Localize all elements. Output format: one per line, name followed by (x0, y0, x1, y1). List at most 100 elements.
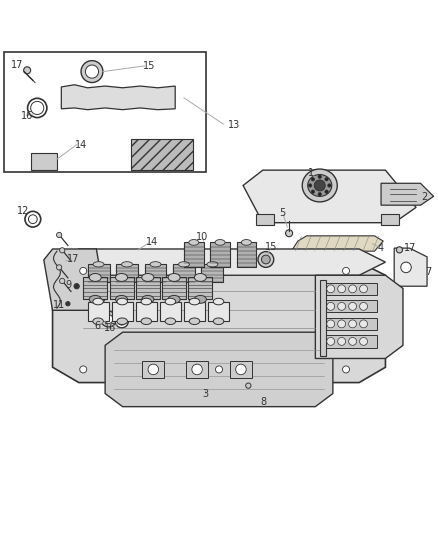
Circle shape (261, 255, 270, 264)
Circle shape (343, 268, 350, 274)
Circle shape (93, 94, 100, 101)
Circle shape (338, 320, 346, 328)
Bar (88, 302, 109, 321)
Circle shape (338, 285, 346, 293)
Circle shape (360, 337, 367, 345)
Circle shape (236, 364, 246, 375)
Bar (320, 280, 326, 356)
Polygon shape (105, 332, 333, 407)
Text: 2: 2 (421, 192, 427, 203)
Bar (237, 243, 256, 266)
Bar (160, 302, 181, 321)
Ellipse shape (116, 295, 127, 303)
Ellipse shape (142, 295, 154, 303)
Circle shape (327, 285, 335, 293)
Text: 6: 6 (94, 321, 100, 330)
Polygon shape (315, 275, 403, 359)
Ellipse shape (93, 262, 104, 267)
Ellipse shape (189, 318, 200, 325)
Bar (188, 278, 212, 300)
Ellipse shape (168, 273, 180, 281)
Circle shape (401, 262, 411, 273)
Circle shape (80, 268, 87, 274)
Bar (186, 361, 208, 378)
Ellipse shape (150, 262, 161, 267)
Circle shape (328, 184, 331, 187)
Polygon shape (31, 152, 57, 170)
Bar (116, 264, 138, 282)
Circle shape (246, 383, 251, 388)
Bar (230, 361, 252, 378)
Ellipse shape (81, 61, 103, 83)
Bar (136, 302, 157, 321)
Polygon shape (44, 249, 105, 310)
Ellipse shape (168, 295, 180, 303)
Ellipse shape (189, 239, 199, 245)
Text: 15: 15 (265, 242, 277, 252)
Bar (142, 361, 164, 378)
Circle shape (396, 247, 403, 253)
Circle shape (327, 337, 335, 345)
Bar (131, 140, 193, 170)
Bar (256, 214, 274, 225)
Ellipse shape (141, 318, 152, 325)
Text: 1: 1 (308, 168, 314, 178)
Text: 11: 11 (53, 300, 66, 310)
Circle shape (60, 278, 65, 284)
Text: 17: 17 (404, 243, 417, 253)
Ellipse shape (165, 298, 176, 305)
Circle shape (148, 364, 159, 375)
Bar (324, 318, 377, 330)
Polygon shape (381, 183, 434, 205)
Text: 8: 8 (261, 397, 267, 407)
Ellipse shape (122, 262, 132, 267)
Circle shape (349, 302, 357, 310)
Circle shape (325, 177, 328, 181)
Ellipse shape (241, 239, 251, 245)
Circle shape (308, 184, 312, 187)
Bar (184, 243, 204, 266)
Bar (4, 52, 206, 172)
Circle shape (311, 190, 314, 193)
Circle shape (286, 230, 293, 237)
Ellipse shape (215, 239, 225, 245)
Text: 9: 9 (66, 280, 72, 290)
Polygon shape (53, 249, 385, 275)
Circle shape (24, 67, 31, 74)
Bar (201, 264, 223, 282)
Ellipse shape (85, 65, 99, 78)
Circle shape (349, 320, 357, 328)
Polygon shape (394, 248, 427, 286)
Circle shape (73, 94, 80, 101)
Circle shape (215, 268, 223, 274)
Bar (184, 302, 205, 321)
Bar (145, 264, 166, 282)
Circle shape (31, 101, 44, 115)
Circle shape (118, 317, 126, 325)
Ellipse shape (165, 318, 176, 325)
Circle shape (25, 211, 41, 227)
Polygon shape (53, 258, 385, 383)
Text: 4: 4 (377, 243, 383, 253)
Circle shape (349, 337, 357, 345)
Bar (208, 302, 229, 321)
Circle shape (325, 190, 328, 193)
Circle shape (318, 175, 321, 179)
Bar (162, 278, 186, 300)
Text: 16: 16 (104, 323, 117, 333)
Circle shape (60, 248, 65, 253)
Bar (136, 278, 160, 300)
Circle shape (80, 366, 87, 373)
Text: 5: 5 (279, 208, 286, 218)
Circle shape (35, 156, 44, 165)
Circle shape (104, 314, 113, 324)
Ellipse shape (117, 318, 127, 325)
Text: 15: 15 (143, 61, 155, 71)
Circle shape (115, 314, 128, 328)
Bar (173, 264, 195, 282)
Ellipse shape (116, 273, 127, 281)
Polygon shape (61, 85, 175, 110)
Bar (81, 71, 103, 83)
Text: 14: 14 (146, 237, 159, 247)
Circle shape (258, 252, 274, 268)
